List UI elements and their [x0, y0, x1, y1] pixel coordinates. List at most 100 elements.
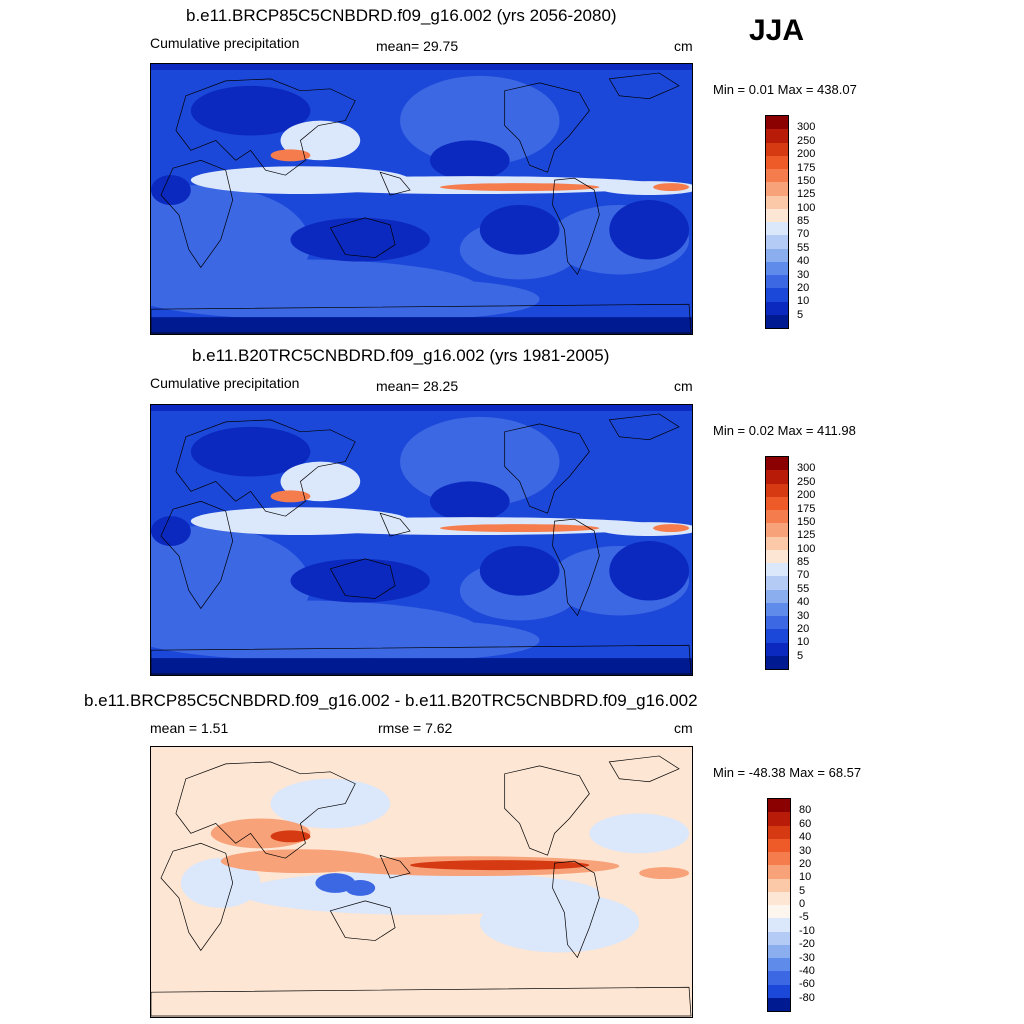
- colorbar-swatch: [766, 195, 788, 209]
- colorbar-swatch: [768, 971, 790, 985]
- colorbar-tick-label: -20: [799, 938, 815, 951]
- colorbar-swatch: [768, 931, 790, 945]
- colorbar-swatch: [766, 576, 788, 590]
- colorbar-tick-label: -5: [799, 911, 809, 924]
- colorbar-swatch: [766, 549, 788, 563]
- colorbar-swatch: [766, 536, 788, 550]
- colorbar-swatch: [766, 169, 788, 183]
- panel-2-minmax: Min = 0.02 Max = 411.98: [713, 423, 856, 438]
- colorbar-tick-label: 175: [797, 161, 816, 174]
- colorbar-tick-label: 55: [797, 241, 810, 254]
- colorbar-swatch: [766, 470, 788, 484]
- colorbar-tick-label: 30: [799, 844, 812, 857]
- colorbar-tick-label: 10: [799, 871, 812, 884]
- colorbar-tick-label: 10: [797, 636, 810, 649]
- colorbar-tick-label: 85: [797, 215, 810, 227]
- colorbar-tick-label: -80: [799, 991, 815, 1004]
- colorbar-swatch: [768, 891, 790, 905]
- colorbar-tick-label: 150: [797, 174, 816, 187]
- colorbar-swatch: [766, 129, 788, 143]
- colorbar-swatch: [766, 457, 788, 471]
- colorbar-tick-label: 30: [797, 609, 810, 622]
- colorbar-swatch: [766, 496, 788, 510]
- panel-1-map: [150, 63, 693, 335]
- colorbar-swatch: [768, 825, 790, 839]
- colorbar-tick-label: 200: [797, 489, 816, 502]
- map-field: [151, 64, 692, 334]
- colorbar-swatch: [768, 997, 790, 1011]
- season-label: JJA: [749, 14, 805, 47]
- panel-3-title: b.e11.BRCP85C5CNBDRD.f09_g16.002 - b.e11…: [84, 691, 698, 710]
- panel-3-map: [150, 746, 693, 1018]
- colorbar-swatch: [766, 655, 788, 669]
- colorbar-swatch: [766, 616, 788, 630]
- colorbar-tick-label: 20: [797, 622, 810, 635]
- colorbar-tick-label: 250: [797, 134, 816, 147]
- colorbar-tick-label: 30: [797, 268, 810, 281]
- colorbar-swatch: [766, 563, 788, 577]
- colorbar-swatch: [766, 261, 788, 275]
- panel-2-colorbar: [765, 456, 789, 670]
- colorbar-tick-label: 85: [797, 556, 810, 568]
- colorbar-swatch: [766, 602, 788, 616]
- colorbar-swatch: [766, 510, 788, 524]
- panel-1-units: cm: [674, 38, 693, 54]
- colorbar-swatch: [768, 958, 790, 972]
- panel-3-units: cm: [674, 720, 693, 736]
- colorbar-tick-label: 200: [797, 148, 816, 161]
- colorbar-tick-label: 55: [797, 582, 810, 595]
- colorbar-swatch: [766, 589, 788, 603]
- colorbar-tick-label: 70: [797, 228, 810, 241]
- colorbar-tick-label: 40: [797, 596, 810, 609]
- colorbar-tick-label: 20: [797, 281, 810, 294]
- colorbar-tick-label: -10: [799, 924, 815, 937]
- colorbar-swatch: [766, 642, 788, 656]
- colorbar-tick-label: 150: [797, 515, 816, 528]
- colorbar-swatch: [766, 182, 788, 196]
- colorbar-tick-label: 5: [799, 884, 806, 897]
- map-field: [151, 405, 692, 675]
- panel-1-field-label: Cumulative precipitation: [150, 35, 300, 51]
- map-field: [151, 747, 692, 1017]
- colorbar-swatch: [766, 222, 788, 236]
- colorbar-swatch: [766, 314, 788, 328]
- panel-2-units: cm: [674, 378, 693, 394]
- colorbar-tick-label: 70: [797, 569, 810, 582]
- panel-2-title: b.e11.B20TRC5CNBDRD.f09_g16.002 (yrs 198…: [192, 346, 610, 365]
- colorbar-swatch: [766, 208, 788, 222]
- colorbar-tick-label: 40: [799, 831, 812, 844]
- colorbar-tick-label: 40: [797, 255, 810, 268]
- colorbar-tick-label: 5: [797, 308, 804, 321]
- colorbar-tick-label: 175: [797, 502, 816, 515]
- panel-3-colorbar-labels: 80 60 40 30 20 10 5 0 -5 -10 -20 -30 -40 -60 -80: [799, 798, 839, 1012]
- panel-2-field-label: Cumulative precipitation: [150, 375, 300, 391]
- colorbar-swatch: [768, 944, 790, 958]
- colorbar-swatch: [768, 812, 790, 826]
- colorbar-swatch: [766, 235, 788, 249]
- panel-3-colorbar: [767, 798, 791, 1012]
- panel-3-rmse: rmse = 7.62: [378, 720, 453, 736]
- colorbar-tick-label: 60: [799, 817, 812, 830]
- colorbar-tick-label: -60: [799, 978, 815, 991]
- colorbar-tick-label: 250: [797, 475, 816, 488]
- colorbar-swatch: [766, 629, 788, 643]
- colorbar-swatch: [768, 905, 790, 919]
- colorbar-swatch: [768, 799, 790, 813]
- panel-1-title: b.e11.BRCP85C5CNBDRD.f09_g16.002 (yrs 20…: [186, 6, 617, 25]
- colorbar-swatch: [766, 142, 788, 156]
- colorbar-swatch: [766, 288, 788, 302]
- colorbar-tick-label: 100: [797, 542, 816, 555]
- panel-2-colorbar-labels: 300 250 200 175 150 125 100 85 70 55 40 30 20 10 5: [797, 456, 837, 670]
- colorbar-swatch: [768, 878, 790, 892]
- colorbar-swatch: [766, 301, 788, 315]
- panel-3-mean: mean = 1.51: [150, 720, 229, 736]
- colorbar-swatch: [768, 918, 790, 932]
- colorbar-tick-label: 80: [799, 804, 812, 817]
- colorbar-tick-label: -40: [799, 964, 815, 977]
- panel-2-map: [150, 404, 693, 676]
- colorbar-tick-label: 300: [797, 462, 816, 475]
- colorbar-tick-label: -30: [799, 951, 815, 964]
- colorbar-swatch: [766, 483, 788, 497]
- colorbar-tick-label: 125: [797, 529, 816, 542]
- colorbar-swatch: [768, 984, 790, 998]
